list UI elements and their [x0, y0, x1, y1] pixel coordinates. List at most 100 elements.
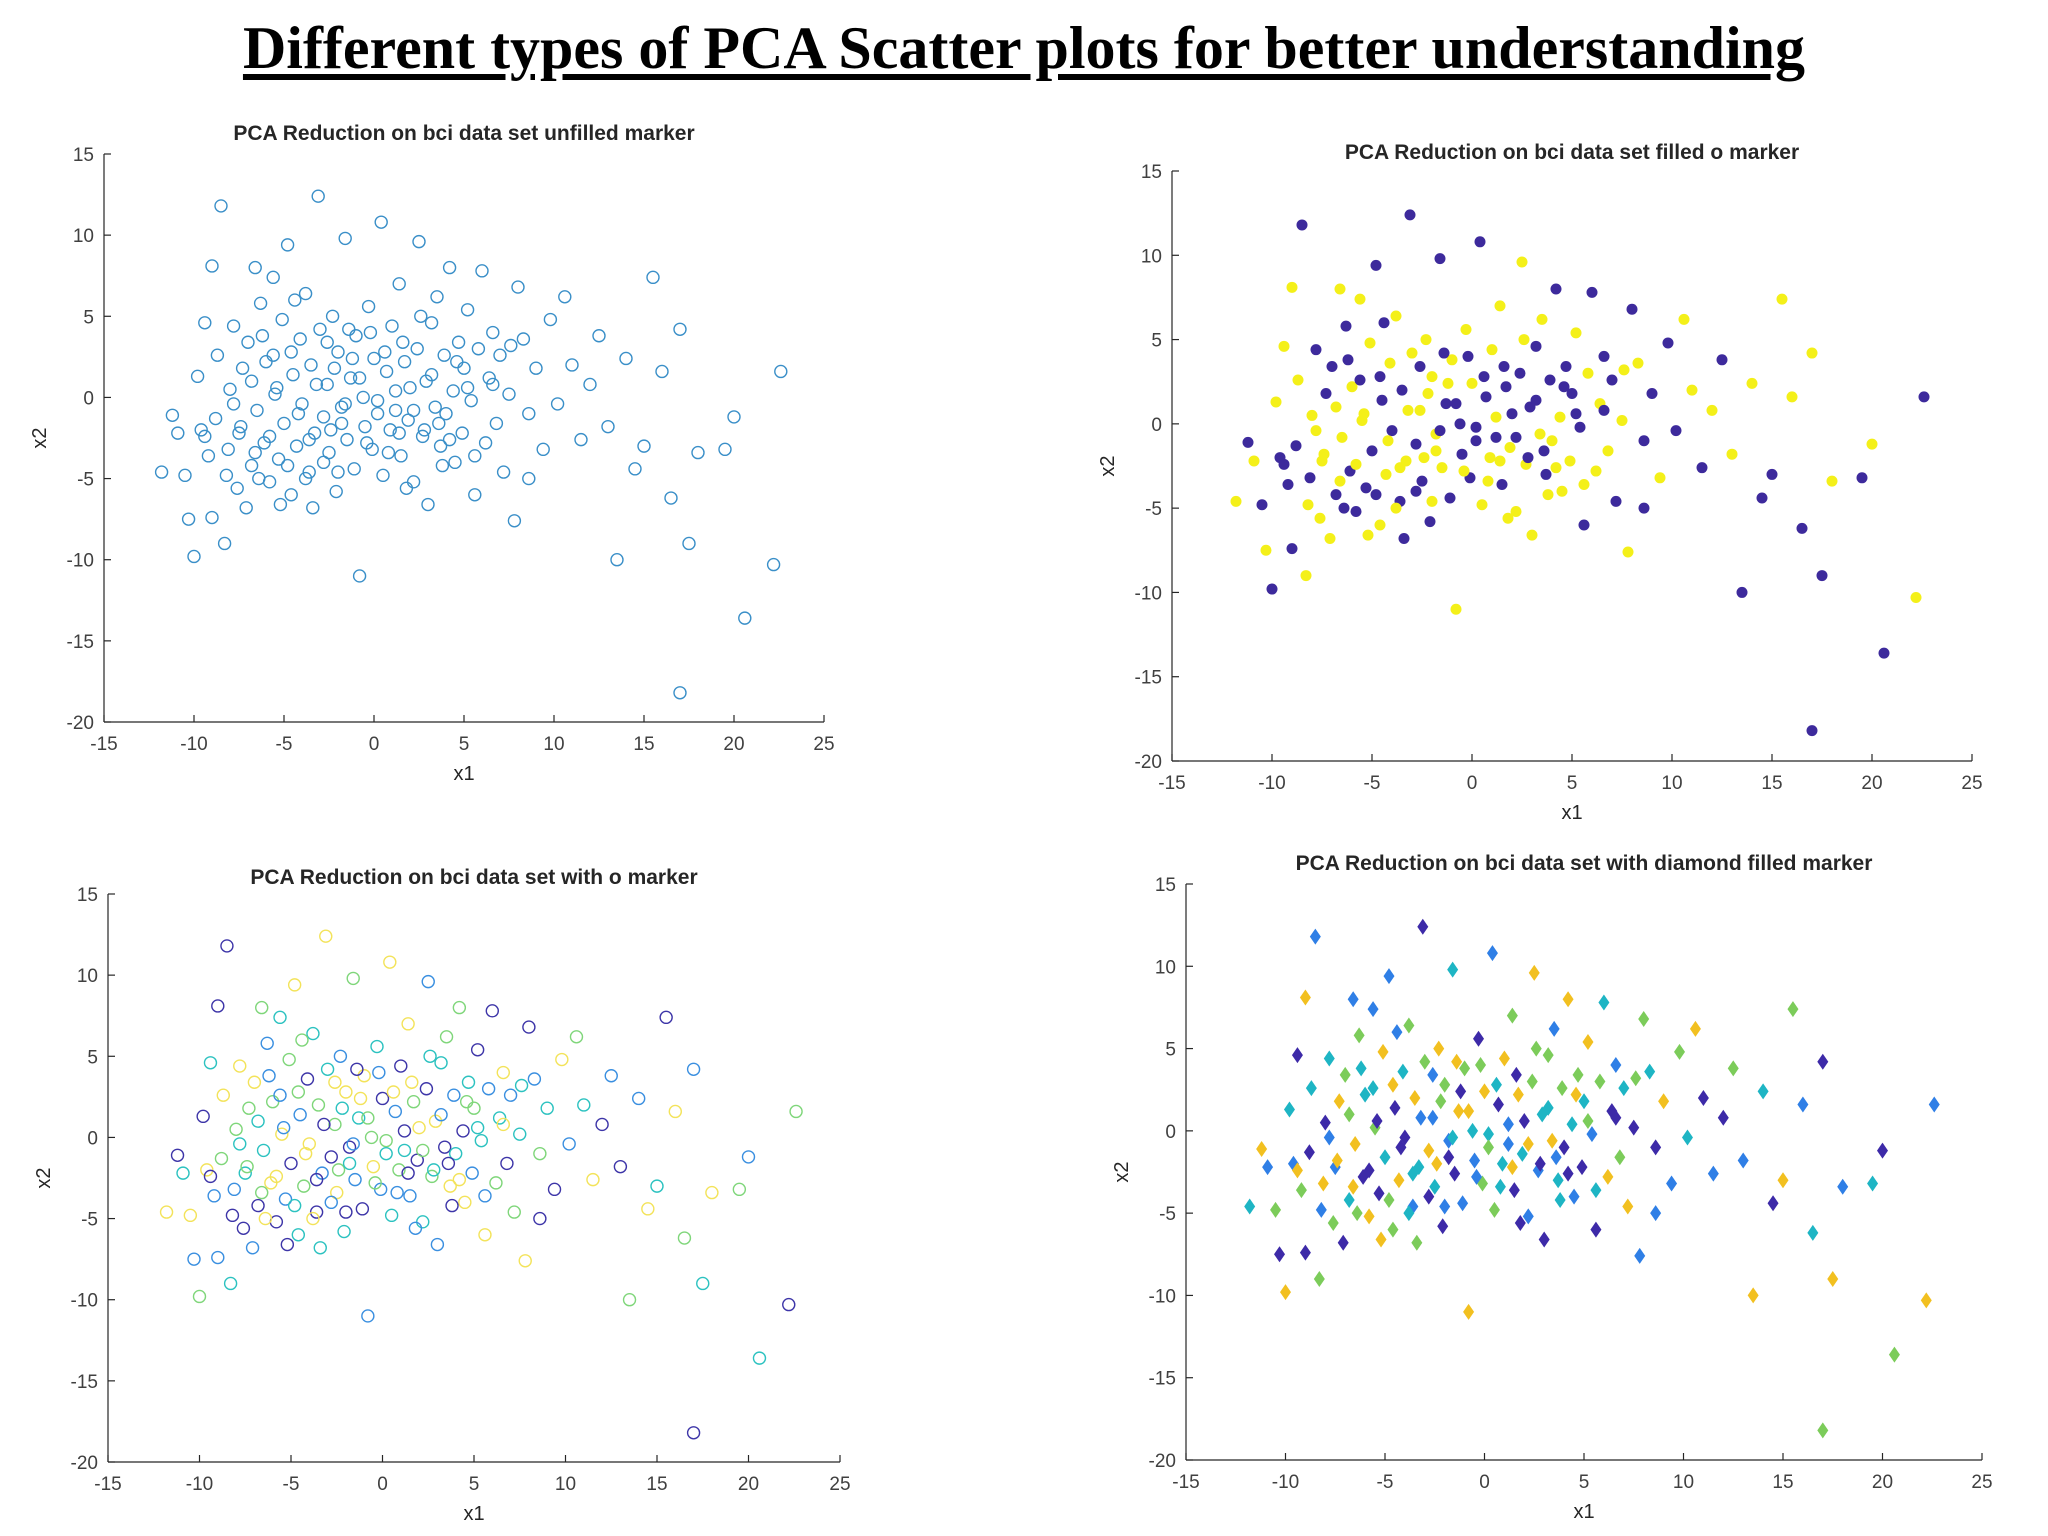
scatter-point	[1632, 357, 1644, 369]
scatter-point	[1424, 516, 1436, 528]
scatter-point	[205, 510, 219, 525]
scatter-point	[1526, 1073, 1538, 1090]
scatter-point	[1522, 452, 1534, 464]
scatter-point	[1453, 1103, 1465, 1120]
scatter-point	[468, 488, 482, 502]
scatter-point	[379, 1133, 393, 1148]
scatter-point	[1407, 1165, 1419, 1182]
scatter-point	[244, 374, 259, 388]
scatter-point	[1256, 1140, 1268, 1157]
scatter-point	[1339, 1066, 1351, 1083]
scatter-chart-colored-o: PCA Reduction on bci data set with o mar…	[33, 866, 851, 1525]
scatter-point	[1530, 1040, 1542, 1057]
scatter-point	[340, 432, 354, 447]
x-tick-label: 25	[1961, 773, 1982, 794]
scatter-point	[240, 1159, 254, 1174]
scatter-point	[1594, 1073, 1606, 1090]
scatter-point	[1439, 1198, 1451, 1215]
scatter-point	[284, 488, 298, 502]
scatter-point	[1363, 1162, 1375, 1179]
scatter-point	[1510, 1066, 1522, 1083]
scatter-point	[1390, 310, 1402, 322]
scatter-point	[1346, 381, 1358, 393]
scatter-point	[335, 1101, 349, 1115]
scatter-point	[604, 1069, 618, 1083]
scatter-point	[1717, 1109, 1729, 1126]
scatter-point	[313, 1241, 327, 1255]
scatter-point	[1418, 452, 1430, 464]
scatter-point	[328, 1075, 342, 1089]
scatter-point	[1303, 1144, 1315, 1161]
y-tick-label: 0	[1151, 415, 1162, 436]
scatter-point	[1542, 1047, 1554, 1064]
scatter-point	[1582, 367, 1594, 379]
scatter-point	[550, 397, 565, 411]
scatter-point	[1367, 1001, 1379, 1018]
scatter-point	[1634, 1247, 1646, 1264]
scatter-point	[342, 1156, 357, 1171]
data-points	[1230, 209, 1930, 737]
scatter-point	[211, 999, 225, 1013]
scatter-point	[1610, 1057, 1622, 1074]
scatter-point	[275, 1127, 289, 1141]
scatter-point	[465, 1166, 479, 1180]
scatter-point	[1787, 1001, 1799, 1018]
scatter-point	[298, 471, 313, 486]
scatter-point	[601, 419, 615, 434]
scatter-point	[696, 1276, 710, 1291]
chart-title: PCA Reduction on bci data set unfilled m…	[233, 122, 694, 145]
x-tick-label: 0	[1479, 1472, 1490, 1493]
scatter-point	[1416, 475, 1428, 487]
scatter-point	[1384, 357, 1396, 369]
scatter-point	[1574, 421, 1586, 433]
scatter-point	[448, 455, 462, 470]
scatter-point	[1816, 570, 1828, 582]
scatter-point	[320, 377, 334, 392]
x-tick-label: -5	[1377, 1472, 1394, 1493]
scatter-point	[388, 384, 403, 398]
scatter-point	[1817, 1422, 1829, 1439]
scatter-point	[198, 429, 212, 444]
scatter-point	[245, 1241, 260, 1255]
scatter-point	[1350, 506, 1362, 518]
scatter-point	[1514, 367, 1526, 379]
scatter-point	[1327, 1215, 1339, 1232]
scatter-point	[1628, 1119, 1640, 1136]
scatter-point	[1230, 495, 1242, 507]
scatter-point	[1398, 532, 1410, 544]
scatter-point	[513, 1127, 527, 1141]
scatter-point	[226, 319, 241, 333]
scatter-point	[677, 1231, 692, 1245]
scatter-point	[1602, 445, 1614, 457]
y-axis-label: x2	[1111, 1161, 1133, 1182]
scatter-point	[1494, 1178, 1506, 1195]
scatter-point	[233, 1137, 247, 1151]
scatter-point	[361, 1111, 375, 1125]
scatter-point	[1462, 350, 1474, 362]
scatter-point	[1697, 1089, 1709, 1106]
scatter-point	[1586, 1126, 1598, 1143]
scatter-point	[221, 442, 235, 457]
scatter-point	[1336, 431, 1348, 443]
scatter-point	[1490, 411, 1502, 423]
scatter-point	[1638, 1010, 1650, 1027]
scatter-point	[1442, 377, 1454, 389]
scatter-point	[198, 316, 212, 330]
data-points	[1244, 918, 1940, 1439]
scatter-point	[1566, 1116, 1578, 1133]
scatter-point	[451, 335, 466, 349]
scatter-point	[1460, 323, 1472, 335]
scatter-point	[268, 387, 282, 401]
scatter-point	[276, 1120, 291, 1135]
scatter-point	[1370, 489, 1382, 501]
scatter-point	[208, 411, 223, 426]
scatter-point	[1407, 1198, 1419, 1215]
x-tick-label: 0	[369, 734, 380, 755]
scatter-point	[1662, 337, 1674, 349]
scatter-point	[1478, 371, 1490, 383]
scatter-point	[1426, 371, 1438, 383]
scatter-point	[1358, 408, 1370, 420]
scatter-point	[1726, 448, 1738, 460]
scatter-point	[1471, 1168, 1483, 1185]
scatter-point	[430, 1237, 445, 1252]
